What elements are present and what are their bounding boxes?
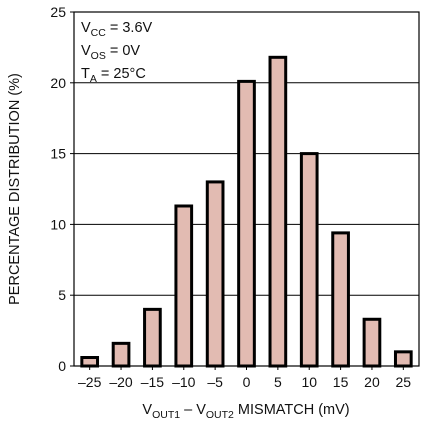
bar: [174, 204, 194, 368]
bars: [80, 55, 413, 368]
y-tick-label: 15: [50, 146, 66, 162]
x-tick-label: 10: [301, 374, 317, 390]
bar: [331, 231, 350, 368]
annotation-vos: VOS = 0V: [81, 43, 140, 62]
x-tick-label: –15: [141, 374, 165, 390]
x-tick-label: –5: [207, 374, 223, 390]
x-label-rest: MISMATCH (mV): [234, 402, 350, 418]
bar: [299, 152, 319, 368]
y-tick-label: 5: [58, 287, 66, 303]
x-tick-label: 20: [364, 374, 380, 390]
x-tick-label: 5: [274, 374, 282, 390]
x-label-sep: –: [180, 402, 196, 418]
x-tick-label: –20: [109, 374, 133, 390]
bar: [80, 356, 100, 368]
x-label-v1: V: [142, 402, 152, 418]
conditions-annotation: VCC = 3.6V VOS = 0V TA = 25°C: [81, 20, 153, 85]
x-tick-label: –10: [172, 374, 196, 390]
y-tick-label: 25: [50, 4, 66, 20]
x-tick-label: –25: [78, 374, 102, 390]
bar: [362, 317, 382, 368]
bar: [111, 341, 131, 368]
x-tick-label: 25: [396, 374, 412, 390]
x-tick-label: 0: [243, 374, 251, 390]
annotation-vcc: VCC = 3.6V: [81, 20, 153, 39]
x-axis-label: VOUT1 – VOUT2 MISMATCH (mV): [142, 402, 349, 421]
x-tick-labels: –25 –20 –15 –10 –5 0 5 10 15 20 25: [78, 366, 411, 390]
bar: [393, 350, 413, 368]
y-axis-label: PERCENTAGE DISTRIBUTION (%): [7, 73, 23, 305]
annotation-ta: TA = 25°C: [81, 66, 146, 85]
bar: [143, 307, 162, 368]
y-tick-label: 20: [50, 75, 66, 91]
bar: [237, 79, 256, 368]
x-label-v2-sub: OUT2: [206, 409, 234, 421]
y-tick-label: 10: [50, 216, 66, 232]
x-label-v2: V: [196, 402, 206, 418]
bar: [268, 55, 288, 368]
y-tick-labels: 0 5 10 15 20 25: [50, 4, 74, 374]
bar: [205, 180, 225, 368]
y-tick-label: 0: [58, 358, 66, 374]
x-tick-label: 15: [333, 374, 349, 390]
x-label-v1-sub: OUT1: [152, 409, 180, 421]
